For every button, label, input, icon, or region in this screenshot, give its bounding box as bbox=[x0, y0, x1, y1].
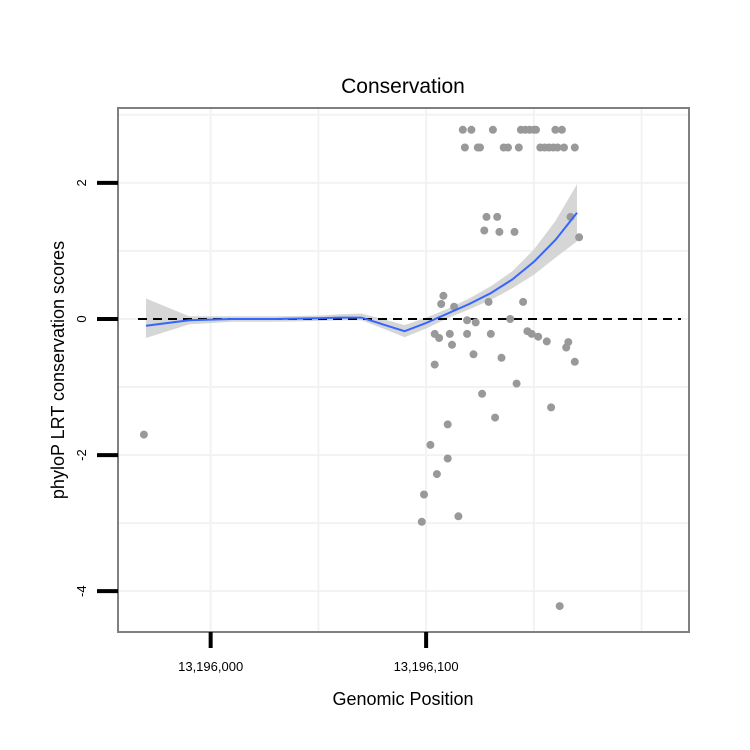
data-point bbox=[437, 300, 446, 308]
x-tick-label: 13,196,000 bbox=[178, 659, 243, 674]
y-tick-label: 0 bbox=[74, 315, 89, 322]
data-point bbox=[527, 329, 536, 338]
data-point bbox=[495, 227, 504, 236]
data-point bbox=[463, 329, 472, 338]
data-point bbox=[532, 125, 540, 134]
data-point bbox=[443, 454, 452, 463]
data-point bbox=[463, 316, 472, 325]
data-points bbox=[139, 125, 584, 611]
data-point bbox=[430, 360, 439, 369]
data-point bbox=[469, 350, 478, 359]
confidence-ribbon bbox=[146, 184, 577, 338]
data-point bbox=[443, 420, 452, 429]
data-point bbox=[514, 143, 523, 152]
data-point bbox=[467, 125, 476, 134]
data-point bbox=[555, 602, 564, 611]
data-point bbox=[560, 143, 568, 152]
data-point bbox=[575, 233, 584, 242]
data-point bbox=[480, 226, 489, 235]
data-point bbox=[570, 143, 579, 152]
smooth-curve bbox=[145, 212, 578, 333]
data-point bbox=[557, 125, 566, 134]
data-point bbox=[551, 125, 560, 134]
data-point bbox=[510, 227, 519, 236]
data-point bbox=[454, 512, 463, 521]
data-point bbox=[570, 357, 579, 366]
data-point bbox=[547, 403, 556, 412]
y-axis-title: phyloP LRT conservation scores bbox=[48, 241, 68, 499]
data-point bbox=[564, 338, 573, 347]
data-point bbox=[448, 340, 456, 349]
y-tick-label: 2 bbox=[74, 179, 89, 186]
data-point bbox=[504, 143, 512, 152]
smooth-curve-group bbox=[145, 212, 578, 333]
x-tick-label: 13,196,100 bbox=[394, 659, 459, 674]
x-axis-title: Genomic Position bbox=[332, 689, 473, 709]
x-axis: 13,196,000 13,196,100 bbox=[178, 632, 459, 674]
plot-panel-border bbox=[117, 107, 690, 633]
y-tick-label: -4 bbox=[74, 585, 89, 597]
data-point bbox=[488, 125, 497, 134]
data-point bbox=[445, 329, 454, 338]
data-point bbox=[471, 318, 480, 327]
data-point bbox=[435, 334, 444, 342]
data-point bbox=[460, 143, 469, 152]
data-point bbox=[476, 143, 484, 152]
data-point bbox=[497, 353, 506, 362]
data-point bbox=[534, 332, 543, 341]
data-point bbox=[486, 329, 495, 338]
data-point bbox=[542, 337, 551, 346]
data-point bbox=[458, 125, 467, 134]
data-point bbox=[482, 212, 491, 221]
data-point bbox=[512, 379, 521, 388]
data-point bbox=[439, 291, 448, 300]
y-axis: -4 -2 0 2 bbox=[74, 179, 118, 597]
data-point bbox=[420, 490, 428, 499]
data-point bbox=[553, 143, 562, 152]
data-point bbox=[493, 212, 502, 221]
grid-lines bbox=[118, 108, 689, 632]
data-point bbox=[519, 297, 528, 306]
data-point bbox=[432, 470, 441, 479]
data-point bbox=[139, 430, 148, 439]
data-point bbox=[484, 297, 493, 306]
confidence-ribbon-group bbox=[146, 184, 577, 338]
y-tick-label: -2 bbox=[74, 449, 89, 461]
data-point bbox=[478, 389, 487, 398]
data-point bbox=[491, 413, 500, 422]
data-point bbox=[417, 517, 426, 526]
data-point bbox=[506, 315, 515, 323]
data-point bbox=[426, 440, 435, 449]
chart-title: Conservation bbox=[341, 75, 465, 98]
